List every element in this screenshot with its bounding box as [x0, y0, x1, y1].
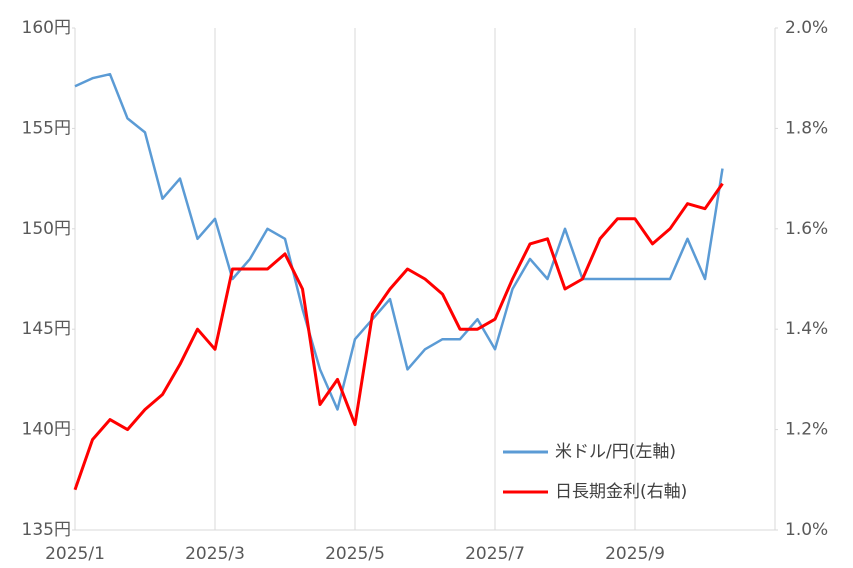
y-tick-label: 160円: [22, 18, 71, 38]
x-tick-label: 2025/1: [45, 544, 105, 564]
legend-label: 日長期金利(右軸): [555, 482, 687, 502]
legend: 米ドル/円(左軸) 日長期金利(右軸): [503, 442, 687, 502]
y-tick-label: 155円: [22, 118, 71, 138]
y2-tick-label: 1.2%: [785, 420, 828, 440]
y-tick-label: 145円: [22, 319, 71, 339]
legend-label: 米ドル/円(左軸): [555, 442, 676, 462]
x-tick-label: 2025/5: [325, 544, 385, 564]
x-tick-label: 2025/3: [185, 544, 245, 564]
x-tick-label: 2025/7: [465, 544, 525, 564]
data-line: [73, 182, 724, 491]
y2-tick-label: 1.4%: [785, 319, 828, 339]
y-tick-label: 140円: [22, 420, 71, 440]
y2-tick-label: 1.0%: [785, 520, 828, 540]
data-line: [74, 72, 724, 411]
y-tick-label: 150円: [22, 219, 71, 239]
y-tick-label: 135円: [22, 520, 71, 540]
x-tick-label: 2025/9: [605, 544, 665, 564]
y2-tick-label: 1.8%: [785, 118, 828, 138]
y2-tick-label: 1.6%: [785, 219, 828, 239]
y2-tick-label: 2.0%: [785, 18, 828, 38]
